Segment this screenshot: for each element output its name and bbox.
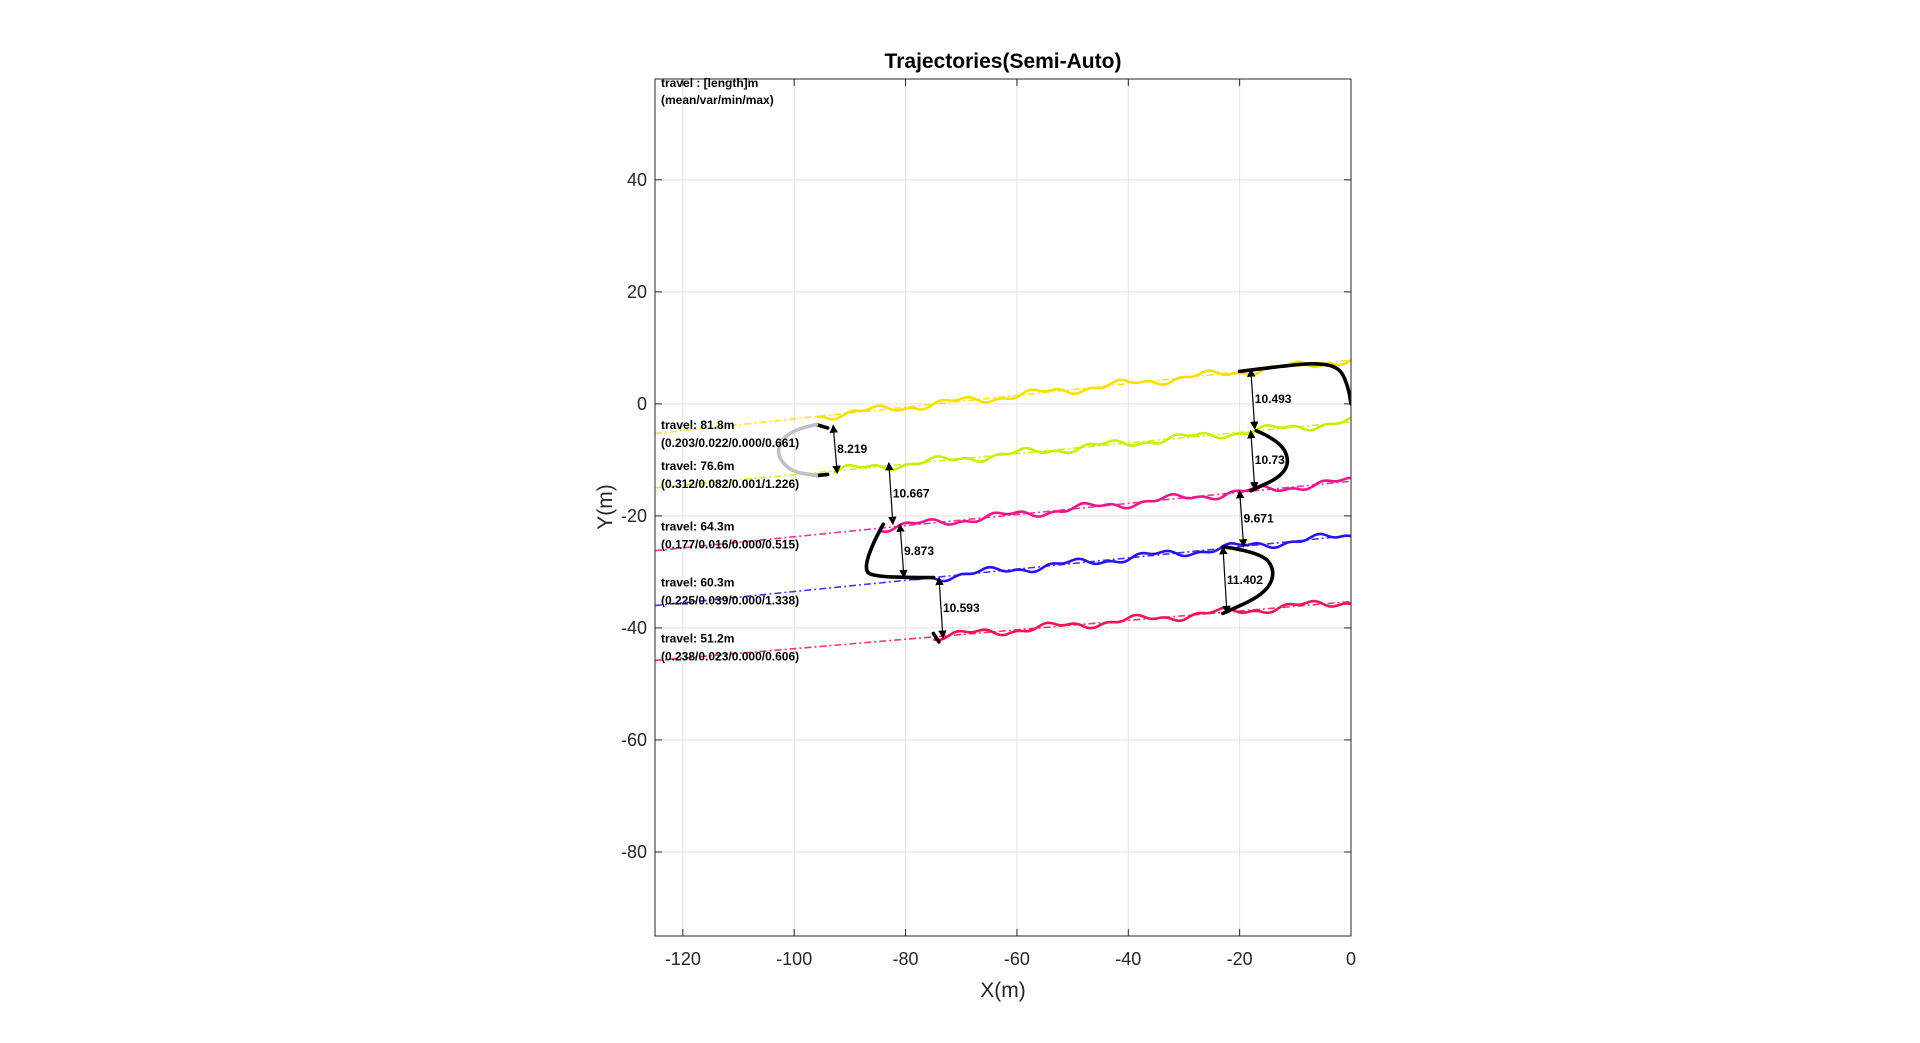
distance-arrow-3	[1247, 429, 1259, 491]
reference-line-3	[655, 480, 1351, 552]
legend-header-line-2: (mean/var/min/max)	[661, 93, 774, 107]
travel-label-4: travel: 60.3m	[661, 575, 734, 589]
y-tick-label: 0	[637, 394, 647, 414]
y-tick-label: -80	[621, 842, 647, 862]
stats-label-4: (0.225/0.039/0.000/1.338)	[661, 593, 799, 607]
distance-arrow-5	[1235, 489, 1248, 548]
trajectory-3	[877, 476, 1351, 534]
distance-label-4: 10.667	[893, 486, 930, 500]
legend-header-line-1: travel : [length]m	[661, 76, 758, 90]
plot-frame	[654, 78, 1352, 937]
travel-label-2: travel: 76.6m	[661, 459, 734, 473]
travel-label-1: travel: 81.8m	[661, 418, 734, 432]
turn-path-2	[1248, 428, 1290, 493]
turn-path-6	[814, 472, 830, 478]
distance-arrow-1	[829, 424, 841, 475]
y-axis-label: Y(m)	[594, 484, 617, 530]
trajectory-4	[905, 532, 1351, 583]
x-tick-label: -100	[776, 949, 812, 969]
plot-area	[655, 79, 1351, 936]
stats-label-2: (0.312/0.082/0.001/1.226)	[661, 477, 799, 491]
distance-markers: 8.219 10.493 10.73 10.667 9.671 9.873 11.402 10…	[829, 368, 1292, 639]
travel-label-5: travel: 51.2m	[661, 631, 734, 645]
y-tick-label: -20	[621, 506, 647, 526]
turn-path-4	[1221, 544, 1275, 616]
distance-arrow-4	[885, 461, 897, 526]
x-axis-label: X(m)	[980, 979, 1026, 1002]
distance-label-8: 10.593	[943, 601, 980, 615]
x-tick-label: -80	[893, 949, 919, 969]
turn-path-1	[1237, 362, 1351, 406]
chart-title: Trajectories(Semi-Auto)	[885, 50, 1122, 73]
distance-arrow-6	[896, 523, 908, 579]
turn-path-5	[814, 422, 830, 430]
distance-label-5: 9.671	[1244, 512, 1274, 526]
legend-annotations: travel : [length]m (mean/var/min/max) trav…	[661, 76, 799, 663]
stats-label-3: (0.177/0.016/0.000/0.515)	[661, 537, 799, 551]
reference-line-1	[655, 359, 1351, 435]
distance-label-6: 9.873	[904, 544, 934, 558]
distance-label-7: 11.402	[1227, 573, 1263, 587]
reference-line-5	[655, 600, 1351, 662]
series-layer	[655, 359, 1351, 662]
distance-label-3: 10.73	[1255, 453, 1285, 467]
travel-label-3: travel: 64.3m	[661, 519, 734, 533]
x-tick-label: -20	[1227, 949, 1253, 969]
x-tick-label: -120	[665, 949, 701, 969]
distance-arrow-7	[1219, 545, 1231, 615]
y-tick-label: 40	[627, 170, 647, 190]
y-tick-label: -40	[621, 618, 647, 638]
turn-path-8	[776, 422, 819, 478]
axis-ticks: -120 -100 -80 -60 -40 -20 0 40 20 0 -20 -40 -60 -80	[621, 79, 1356, 969]
distance-arrow-8	[935, 576, 947, 639]
trajectory-1	[816, 359, 1351, 421]
trajectory-2	[832, 416, 1351, 474]
stats-label-5: (0.238/0.023/0.000/0.606)	[661, 649, 799, 663]
y-tick-label: 20	[627, 282, 647, 302]
distance-arrow-2	[1247, 368, 1259, 430]
y-tick-label: -60	[621, 730, 647, 750]
x-tick-label: -40	[1115, 949, 1141, 969]
distance-label-1: 8.219	[837, 442, 867, 456]
trajectory-5	[933, 599, 1351, 642]
x-tick-label: -60	[1004, 949, 1030, 969]
stats-label-1: (0.203/0.022/0.000/0.661)	[661, 436, 799, 450]
distance-label-2: 10.493	[1255, 392, 1292, 406]
x-tick-label: 0	[1346, 949, 1356, 969]
